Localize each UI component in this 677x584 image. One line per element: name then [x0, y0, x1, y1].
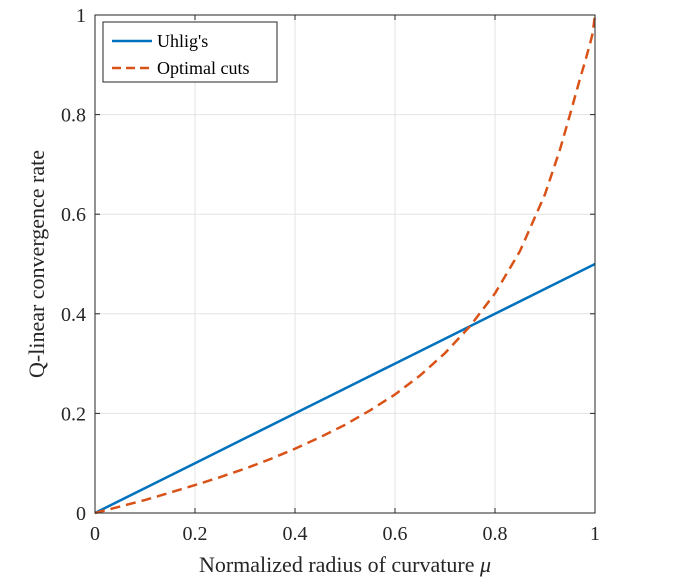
x-tick-label: 0.2: [183, 523, 208, 545]
y-axis-label: Q-linear convergence rate: [24, 150, 49, 378]
x-axis-label-symbol: μ: [479, 552, 491, 577]
axis-ticks: 0 0.2 0.4 0.6 0.8 1 0 0.2 0.4 0.6 0.8 1: [61, 5, 600, 545]
series-group: [94, 14, 597, 515]
plot-box: [94, 14, 596, 514]
y-tick-label: 0.8: [61, 105, 86, 127]
x-tick-label: 0.8: [483, 523, 508, 545]
legend: Uhlig's Optimal cuts: [102, 21, 278, 83]
y-tick-label: 0.2: [61, 403, 86, 425]
plot-area: [95, 15, 595, 513]
legend-label-optimal-cuts: Optimal cuts: [157, 58, 250, 78]
series-line-optimal-cuts: [94, 14, 597, 515]
x-axis-label: Normalized radius of curvature μ: [199, 552, 491, 577]
legend-box: [102, 21, 278, 83]
x-tick-label: 0.4: [283, 523, 308, 545]
series-line-uhlig-s: [94, 262, 596, 515]
y-tick-label: 0: [76, 503, 86, 525]
y-tick-label: 1: [76, 5, 86, 27]
y-tick-label: 0.4: [61, 304, 86, 326]
x-tick-label: 0: [90, 523, 100, 545]
x-tick-label: 1: [590, 523, 600, 545]
y-tick-label: 0.6: [61, 204, 86, 226]
x-tick-label: 0.6: [383, 523, 408, 545]
x-axis-label-text: Normalized radius of curvature: [199, 552, 475, 577]
legend-label-uhligs: Uhlig's: [157, 31, 208, 51]
